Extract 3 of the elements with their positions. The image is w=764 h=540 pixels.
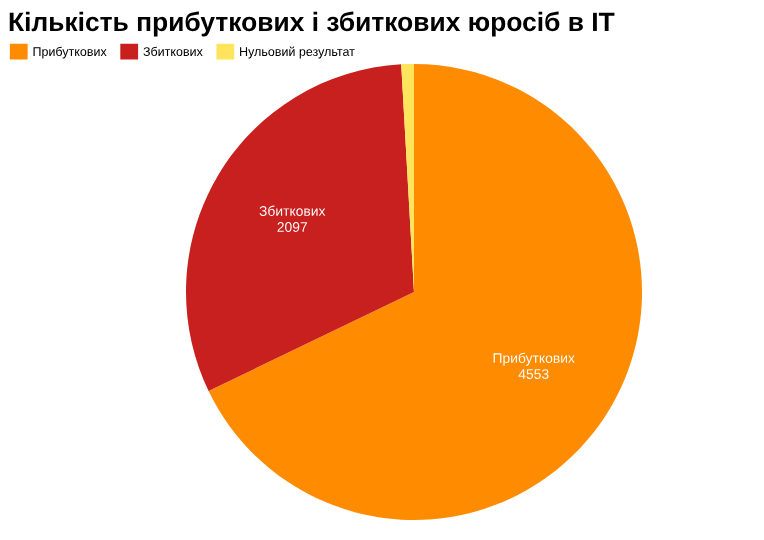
pie-slice: [186, 64, 414, 391]
pie-slice: [208, 64, 642, 520]
chart-title: Кількість прибуткових і збиткових юросіб в IT: [9, 11, 615, 37]
